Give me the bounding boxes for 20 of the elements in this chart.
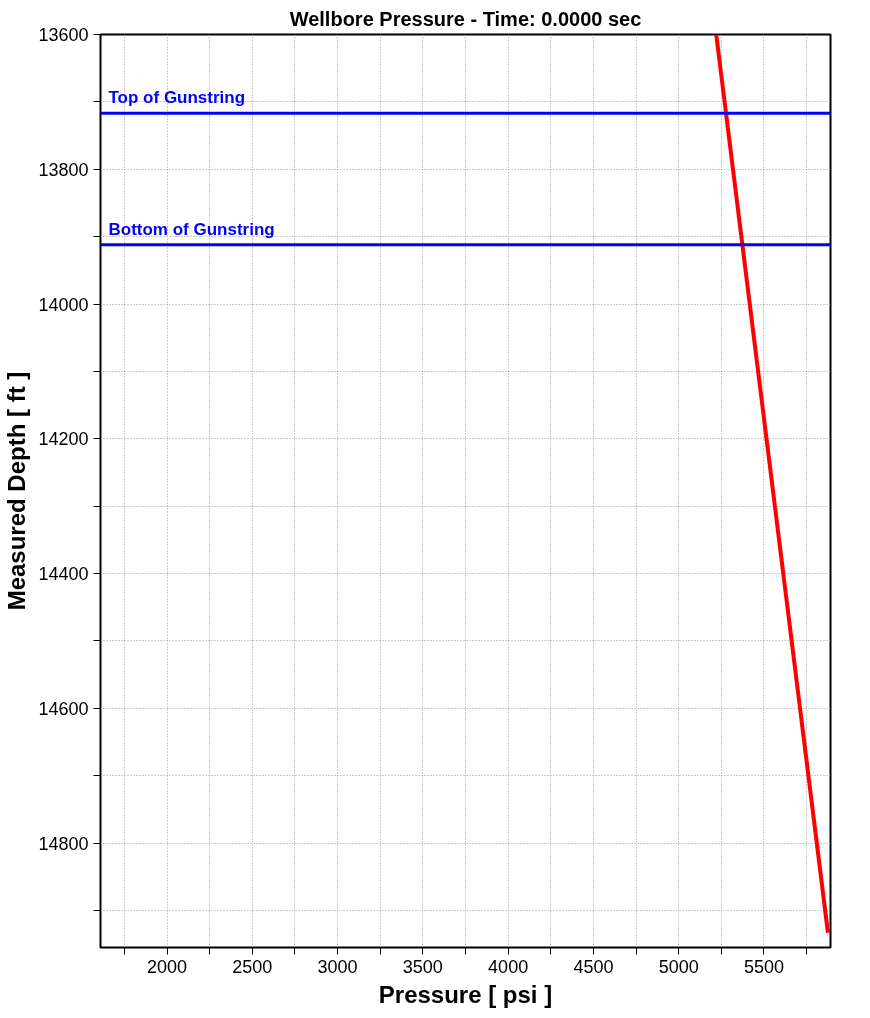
y-tick-label: 13800 [38, 159, 89, 180]
x-tick-label: 2000 [147, 956, 188, 977]
x-tick-label: 2500 [232, 956, 273, 977]
x-tick-label: 3500 [402, 956, 443, 977]
x-tick-label: 4500 [573, 956, 614, 977]
x-tick-label: 3000 [317, 956, 358, 977]
y-tick-label: 14200 [38, 429, 89, 450]
y-tick-label: 13600 [38, 25, 89, 45]
chart-title: Wellbore Pressure - Time: 0.0000 sec [289, 7, 642, 30]
x-tick-label: 5000 [658, 956, 699, 977]
y-tick-label: 14000 [38, 294, 89, 315]
x-tick-label: 5500 [743, 956, 785, 977]
y-tick-label: 14800 [38, 833, 89, 854]
y-tick-label: 14600 [38, 698, 89, 719]
ref-line-label: Bottom of Gunstring [108, 219, 275, 239]
ref-line-label: Top of Gunstring [108, 88, 246, 108]
y-tick-label: 14400 [38, 564, 89, 585]
y-axis-title: Measured Depth [ ft ] [3, 371, 31, 611]
x-axis-title: Pressure [ psi ] [378, 980, 553, 1008]
x-tick-label: 4000 [488, 956, 529, 977]
